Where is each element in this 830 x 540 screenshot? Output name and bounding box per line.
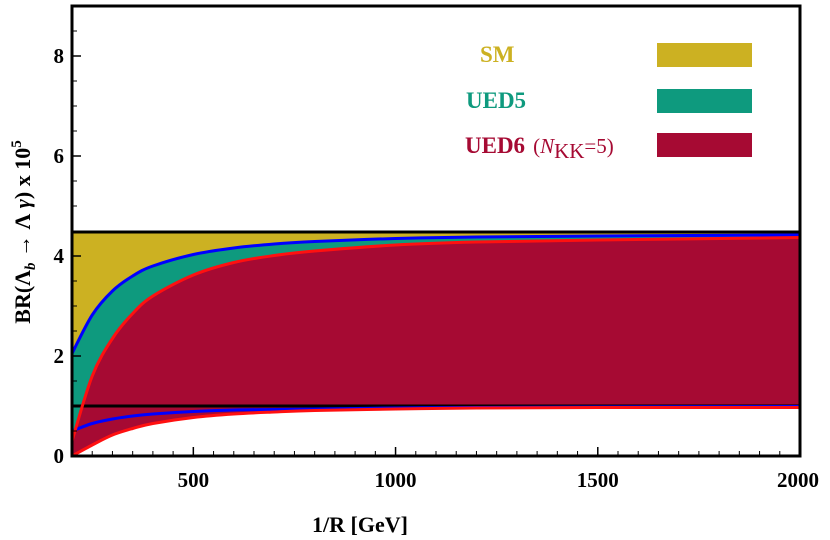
y-tick-label-0: 0 (54, 444, 65, 468)
x-axis-title: 1/R [GeV] (312, 512, 408, 537)
x-tick-label-1000: 1000 (375, 468, 417, 492)
legend-label-ued6: UED6 (465, 133, 525, 158)
legend-ued6-n: N (539, 134, 555, 158)
x-tick-label-2000: 2000 (777, 468, 819, 492)
x-tick-label-500: 500 (178, 468, 210, 492)
y-title-pre: BR(Λ (10, 270, 35, 324)
legend-ued6-paren-close: =5) (584, 134, 613, 158)
legend-swatch-sm (657, 43, 752, 67)
y-axis-title: BR(Λb → Λ γ) x 105 (9, 140, 39, 323)
y-title-sup: 5 (9, 140, 25, 148)
tick-layer: 500 1000 1500 2000 0 2 4 6 8 (54, 30, 819, 492)
band-layer (72, 232, 800, 456)
y-title-gamma: γ (10, 198, 35, 208)
legend-label-ued5: UED5 (466, 88, 526, 113)
boundary-line-layer (72, 230, 800, 456)
x-tick-label-1500: 1500 (577, 468, 619, 492)
legend-swatch-ued5 (657, 89, 752, 113)
legend-label-ued6-group: UED6 (NKK=5) (465, 133, 614, 163)
legend-ued6-kk: KK (554, 139, 584, 163)
y-tick-label-8: 8 (54, 44, 65, 68)
y-title-mid: → Λ (10, 208, 35, 262)
y-tick-label-4: 4 (54, 244, 65, 268)
legend-ued6-paren-open: ( (533, 134, 540, 158)
ued6-lower-line (72, 405, 800, 456)
y-title-sub: b (23, 262, 39, 270)
y-tick-label-2: 2 (54, 344, 65, 368)
legend: SM UED5 UED6 (NKK=5) (465, 42, 752, 163)
y-tick-label-6: 6 (54, 144, 65, 168)
y-title-post: ) x 10 (10, 148, 35, 199)
ued5-upper-line (72, 233, 800, 355)
ued6-upper-line (72, 236, 800, 442)
legend-swatch-ued6 (657, 133, 752, 157)
ued6-band (72, 237, 800, 456)
legend-label-sm: SM (480, 42, 515, 67)
